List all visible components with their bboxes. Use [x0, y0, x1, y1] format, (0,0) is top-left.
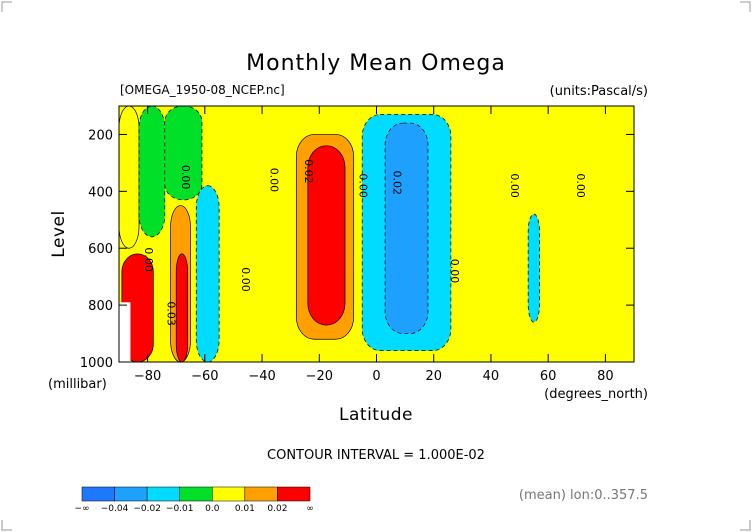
contour-region	[527, 213, 540, 323]
contour-label: 0.00	[448, 259, 461, 284]
contour-label: 0.00	[356, 173, 369, 198]
footer-note: (mean) lon:0..357.5	[519, 488, 648, 503]
color-legend: −∞ −0.04 −0.02 −0.01 0.0 0.01 0.02 ∞	[74, 486, 314, 514]
contour-label: 0.00	[508, 173, 521, 198]
contour-region	[164, 106, 203, 201]
legend-tick-label: −0.01	[166, 504, 194, 514]
contour-label: 0.02	[391, 171, 404, 196]
x-tick-label: −40	[248, 369, 275, 384]
legend-swatch	[277, 486, 311, 502]
contour-label: 0.03	[165, 301, 178, 326]
legend-tick-label: −∞	[74, 504, 89, 514]
contour-field	[119, 106, 634, 362]
x-tick-label: −20	[306, 369, 333, 384]
x-tick-label: 20	[425, 369, 442, 384]
legend-tick-label: 0.02	[267, 504, 287, 514]
x-axis-ticks: −80 −60 −40 −20 0 20 40 60 80	[134, 106, 614, 384]
legend-tick-label: −0.04	[101, 504, 129, 514]
x-tick-label: 0	[372, 369, 380, 384]
chart-title: Monthly Mean Omega	[246, 51, 506, 76]
x-tick-label: −80	[134, 369, 161, 384]
legend-swatch	[244, 486, 278, 502]
contour-region	[384, 122, 429, 334]
legend-tick-label: 0.0	[205, 504, 220, 514]
y-axis-unit: (millibar)	[48, 377, 107, 392]
legend-tick-label: ∞	[306, 504, 314, 514]
contour-interval-text: CONTOUR INTERVAL = 1.000E-02	[267, 448, 485, 463]
legend-swatch	[212, 486, 246, 502]
x-tick-label: 60	[540, 369, 557, 384]
contour-region	[175, 253, 189, 362]
contour-label: 0.00	[574, 173, 587, 198]
y-tick-label: 1000	[80, 356, 113, 371]
missing-data-patch	[119, 302, 131, 362]
contour-region	[195, 185, 220, 362]
x-tick-label: 40	[483, 369, 500, 384]
contour-label: 0.00	[142, 247, 155, 272]
y-axis-ticks: 200 400 600 800 1000	[80, 128, 634, 371]
x-tick-label: 80	[597, 369, 614, 384]
y-tick-label: 800	[88, 299, 113, 314]
legend-swatch	[146, 486, 180, 502]
contour-labels: 0.00 0.00 0.02 0.00 0.02 0.00 0.00 0.00 0.00 0.00…	[142, 159, 587, 326]
contour-label: 0.00	[239, 267, 252, 292]
contour-region	[119, 106, 140, 249]
legend-swatch	[179, 486, 213, 502]
legend-swatch	[114, 486, 148, 502]
x-tick-label: −60	[191, 369, 218, 384]
y-tick-label: 200	[88, 128, 113, 143]
y-axis-label: Level	[49, 210, 69, 257]
contour-label: 0.02	[302, 159, 315, 184]
file-label: [OMEGA_1950-08_NCEP.nc]	[120, 83, 285, 97]
contour-region	[307, 145, 346, 326]
y-tick-label: 400	[88, 185, 113, 200]
legend-swatch	[81, 486, 115, 502]
contour-label: 0.00	[268, 168, 281, 193]
x-axis-unit: (degrees_north)	[544, 387, 648, 402]
contour-label: 0.00	[179, 165, 192, 190]
legend-tick-label: 0.01	[235, 504, 255, 514]
x-axis-label: Latitude	[339, 405, 413, 425]
contour-region	[138, 106, 166, 238]
y-tick-label: 600	[88, 242, 113, 257]
legend-tick-label: −0.02	[133, 504, 161, 514]
units-label: (units:Pascal/s)	[550, 84, 648, 99]
